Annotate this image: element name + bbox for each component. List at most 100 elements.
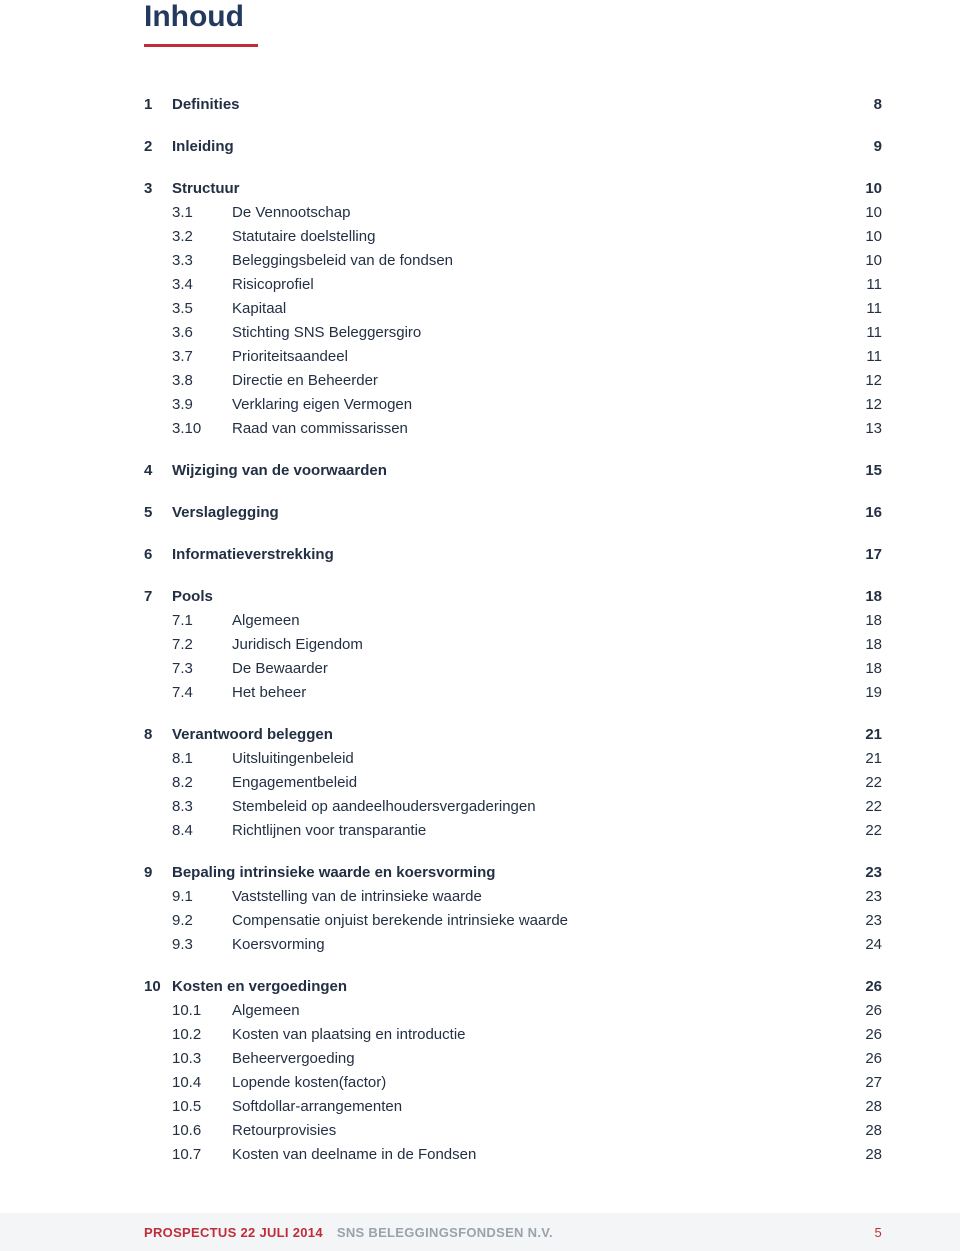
toc-sub-title: Engagementbeleid — [232, 771, 865, 795]
toc-sub-row: 3.10Raad van commissarissen13 — [144, 417, 882, 441]
toc-sub-title: De Bewaarder — [232, 657, 865, 681]
toc-chapter-title: Kosten en vergoedingen — [172, 975, 865, 999]
toc-sub-title: Raad van commissarissen — [232, 417, 865, 441]
toc-page-number: 28 — [865, 1095, 882, 1119]
footer-pagenum: 5 — [874, 1225, 882, 1240]
toc-sub-number: 10.7 — [172, 1143, 232, 1167]
toc-sub-number: 7.3 — [172, 657, 232, 681]
toc-page-number: 23 — [865, 909, 882, 933]
toc-sub-row: 3.9Verklaring eigen Vermogen12 — [144, 393, 882, 417]
toc-page-number: 26 — [865, 975, 882, 999]
toc-sub-title: Stichting SNS Beleggersgiro — [232, 321, 866, 345]
toc-page-number: 11 — [866, 297, 882, 321]
toc-sub-number: 3.7 — [172, 345, 232, 369]
toc-sub-title: Uitsluitingenbeleid — [232, 747, 865, 771]
toc-sub-number: 3.3 — [172, 249, 232, 273]
toc-sub-row: 8.3Stembeleid op aandeelhoudersvergaderi… — [144, 795, 882, 819]
toc-sub-row: 7.2Juridisch Eigendom18 — [144, 633, 882, 657]
toc-page-number: 24 — [865, 933, 882, 957]
toc-chapter-number: 5 — [144, 501, 172, 525]
toc-sub-title: Het beheer — [232, 681, 865, 705]
toc-page-number: 28 — [865, 1119, 882, 1143]
toc-chapter-number: 9 — [144, 861, 172, 885]
toc-page-number: 10 — [865, 249, 882, 273]
toc-page-number: 22 — [865, 795, 882, 819]
toc-page-number: 18 — [865, 609, 882, 633]
toc-page-number: 10 — [865, 225, 882, 249]
toc-sub-row: 10.5Softdollar-arrangementen28 — [144, 1095, 882, 1119]
toc-chapter-number: 4 — [144, 459, 172, 483]
page-footer: PROSPECTUS 22 JULI 2014 SNS BELEGGINGSFO… — [0, 1213, 960, 1251]
toc-chapter-row: 9Bepaling intrinsieke waarde en koersvor… — [144, 861, 882, 885]
toc-chapter-row: 2Inleiding9 — [144, 135, 882, 159]
toc-chapter-row: 4Wijziging van de voorwaarden15 — [144, 459, 882, 483]
toc-sub-row: 10.2Kosten van plaatsing en introductie2… — [144, 1023, 882, 1047]
toc-page-number: 23 — [865, 885, 882, 909]
toc-sub-number: 10.4 — [172, 1071, 232, 1095]
toc-chapter-title: Definities — [172, 93, 874, 117]
footer-company: SNS BELEGGINGSFONDSEN N.V. — [337, 1225, 553, 1240]
toc-sub-row: 7.3De Bewaarder18 — [144, 657, 882, 681]
toc-chapter-title: Inleiding — [172, 135, 874, 159]
toc-sub-number: 3.8 — [172, 369, 232, 393]
toc-chapter-title: Bepaling intrinsieke waarde en koersvorm… — [172, 861, 865, 885]
toc-sub-title: Kosten van deelname in de Fondsen — [232, 1143, 865, 1167]
toc-chapter-number: 8 — [144, 723, 172, 747]
toc-sub-row: 10.3Beheervergoeding26 — [144, 1047, 882, 1071]
toc-sub-number: 9.2 — [172, 909, 232, 933]
toc-sub-row: 8.1Uitsluitingenbeleid21 — [144, 747, 882, 771]
toc-sub-number: 8.2 — [172, 771, 232, 795]
toc-page-number: 19 — [865, 681, 882, 705]
toc-sub-number: 9.1 — [172, 885, 232, 909]
toc-page-number: 11 — [866, 321, 882, 345]
toc-sub-title: Kosten van plaatsing en introductie — [232, 1023, 865, 1047]
toc-chapter-number: 2 — [144, 135, 172, 159]
toc-sub-row: 3.6Stichting SNS Beleggersgiro11 — [144, 321, 882, 345]
toc-sub-number: 8.1 — [172, 747, 232, 771]
toc-page: Inhoud 1Definities82Inleiding93Structuur… — [0, 0, 960, 1167]
toc-page-number: 26 — [865, 1047, 882, 1071]
toc-chapter-title: Wijziging van de voorwaarden — [172, 459, 865, 483]
toc-chapter-number: 6 — [144, 543, 172, 567]
toc-sub-number: 8.3 — [172, 795, 232, 819]
toc-sub-row: 3.2Statutaire doelstelling10 — [144, 225, 882, 249]
toc-sub-title: Beleggingsbeleid van de fondsen — [232, 249, 865, 273]
toc-sub-row: 10.4Lopende kosten(factor)27 — [144, 1071, 882, 1095]
toc-sub-number: 3.9 — [172, 393, 232, 417]
toc-sub-row: 3.8Directie en Beheerder12 — [144, 369, 882, 393]
toc-chapter-title: Structuur — [172, 177, 865, 201]
toc-sub-number: 3.6 — [172, 321, 232, 345]
toc-page-number: 11 — [866, 273, 882, 297]
toc-page-number: 10 — [865, 177, 882, 201]
toc-sub-title: Risicoprofiel — [232, 273, 866, 297]
toc-page-number: 23 — [865, 861, 882, 885]
toc-chapter-number: 10 — [144, 975, 172, 999]
toc-sub-number: 8.4 — [172, 819, 232, 843]
toc-sub-title: Algemeen — [232, 999, 865, 1023]
toc-chapter-row: 1Definities8 — [144, 93, 882, 117]
toc-page-number: 26 — [865, 1023, 882, 1047]
toc-page-number: 22 — [865, 771, 882, 795]
toc-sub-row: 10.6Retourprovisies28 — [144, 1119, 882, 1143]
toc-sub-title: Lopende kosten(factor) — [232, 1071, 865, 1095]
toc-sub-number: 10.3 — [172, 1047, 232, 1071]
toc-sub-title: Juridisch Eigendom — [232, 633, 865, 657]
toc-chapter-row: 10Kosten en vergoedingen26 — [144, 975, 882, 999]
toc-page-number: 22 — [865, 819, 882, 843]
toc-page-number: 10 — [865, 201, 882, 225]
toc-sub-number: 7.4 — [172, 681, 232, 705]
toc-page-number: 9 — [874, 135, 882, 159]
toc-page-number: 17 — [865, 543, 882, 567]
toc-chapter-row: 8Verantwoord beleggen21 — [144, 723, 882, 747]
toc-sub-row: 3.4Risicoprofiel11 — [144, 273, 882, 297]
toc-page-number: 21 — [865, 747, 882, 771]
toc-sub-row: 9.2Compensatie onjuist berekende intrins… — [144, 909, 882, 933]
toc-sub-row: 3.1De Vennootschap10 — [144, 201, 882, 225]
toc-chapter-title: Informatieverstrekking — [172, 543, 865, 567]
toc-page-number: 8 — [874, 93, 882, 117]
toc-page-number: 28 — [865, 1143, 882, 1167]
toc-chapter-row: 7Pools18 — [144, 585, 882, 609]
toc-chapter-title: Pools — [172, 585, 865, 609]
toc-page-number: 18 — [865, 633, 882, 657]
toc-sub-row: 7.1Algemeen18 — [144, 609, 882, 633]
